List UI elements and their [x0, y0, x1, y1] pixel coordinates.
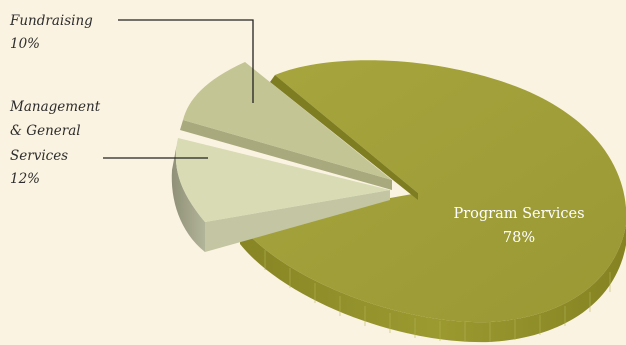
slice-fundraising-side [180, 120, 392, 190]
label-program-services-name: Program Services [453, 206, 584, 222]
slice-management-top [175, 138, 390, 222]
label-management-line-2: & General [10, 123, 81, 139]
slice-program-services-rim [270, 75, 418, 200]
slice-program-services [240, 60, 626, 343]
slice-management-side [171, 138, 205, 252]
slice-fundraising [180, 62, 392, 190]
slice-management [171, 138, 390, 252]
label-management-line-1: Management [9, 99, 101, 115]
label-fundraising-value: 10% [10, 36, 40, 52]
label-fundraising-name: Fundraising [9, 13, 93, 29]
slice-program-services-side [240, 225, 626, 343]
label-program-services-value: 78% [503, 230, 535, 246]
slice-program-services-top [240, 60, 626, 323]
slice-program-services-ribs [264, 250, 611, 342]
leader-line-fundraising [118, 19, 254, 103]
label-management-value: 12% [10, 171, 40, 187]
slice-management-front [205, 190, 390, 252]
label-management-line-3: Services [10, 148, 68, 164]
slice-fundraising-top [183, 62, 392, 180]
